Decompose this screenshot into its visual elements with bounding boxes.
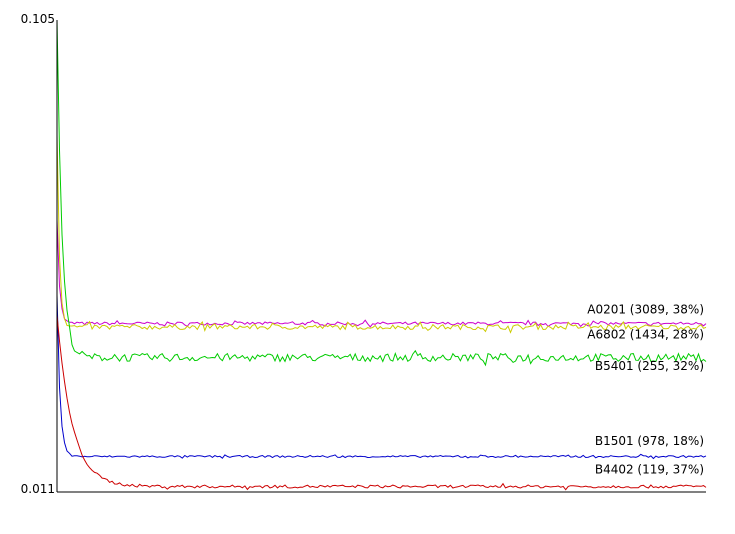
plot-lines: [56, 19, 707, 491]
series-label-0: A0201 (3089, 38%): [587, 303, 704, 317]
y-tick-label-max: 0.105: [21, 12, 55, 26]
series-line-2: [56, 19, 707, 367]
series-label-4: B4402 (119, 37%): [595, 463, 704, 477]
series-line-3: [56, 294, 707, 460]
series-label-3: B1501 (978, 18%): [595, 434, 704, 448]
series-label-1: A6802 (1434, 28%): [587, 328, 704, 342]
series-line-1: [56, 134, 707, 334]
series-labels: A0201 (3089, 38%) A6802 (1434, 28%) B5401 …: [587, 303, 704, 477]
series-line-0: [56, 219, 707, 328]
y-tick-label-min: 0.011: [21, 482, 55, 496]
series-line-4: [56, 314, 707, 491]
series-label-2: B5401 (255, 32%): [595, 359, 704, 373]
